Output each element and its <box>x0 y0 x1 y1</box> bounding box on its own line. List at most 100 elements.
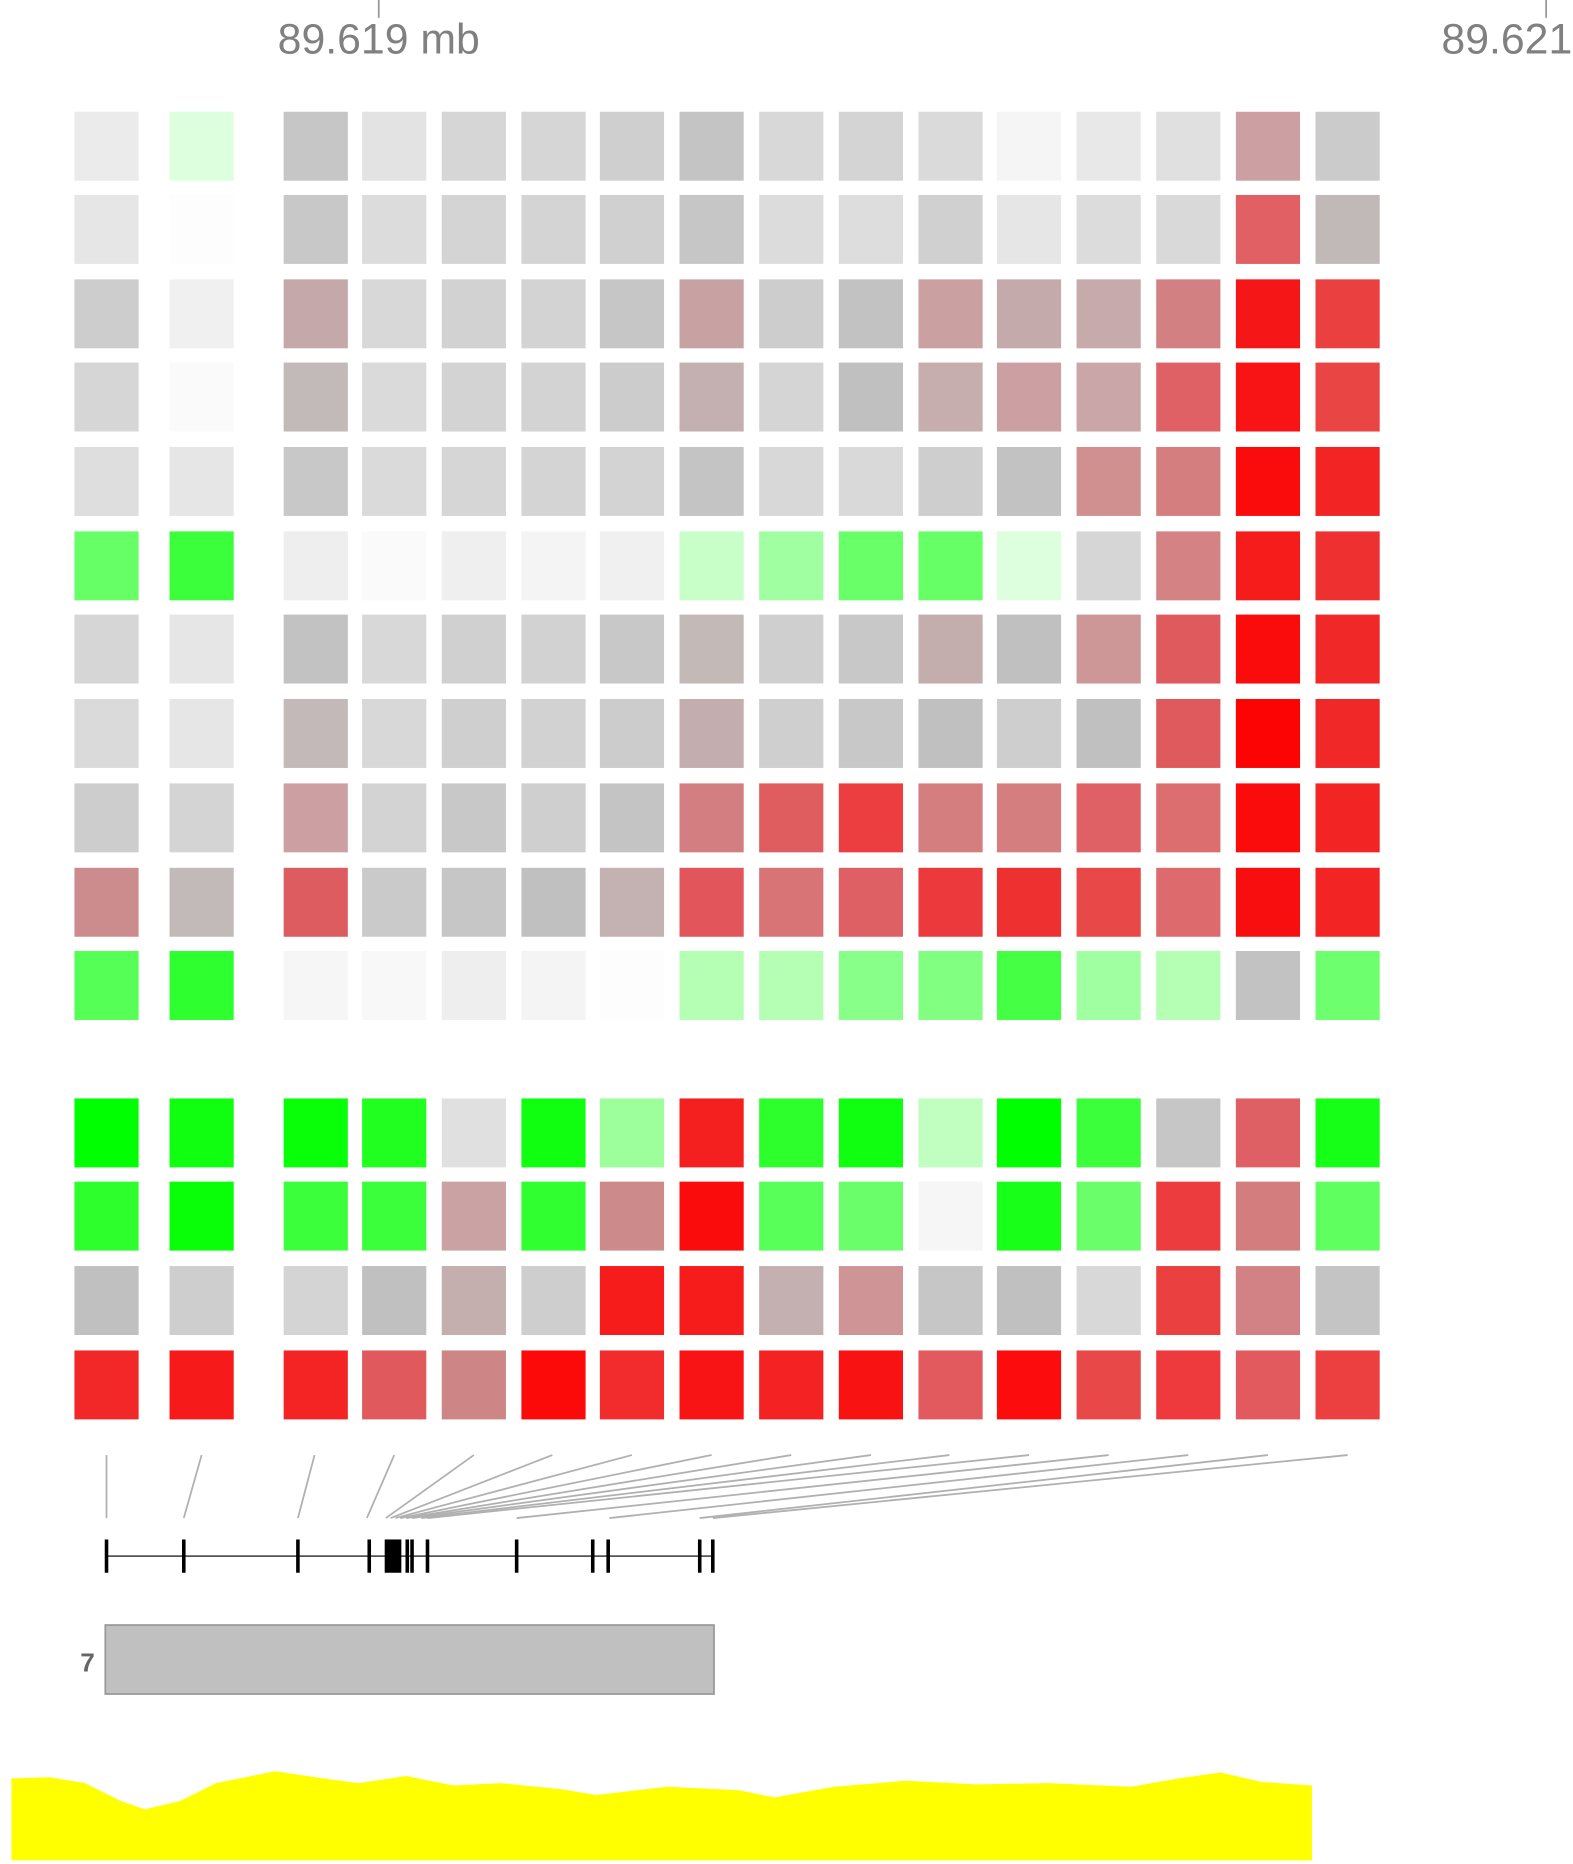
heat-cell <box>996 446 1062 516</box>
heat-cell <box>441 614 506 684</box>
heat-cell <box>1235 951 1301 1020</box>
heat-cell <box>599 1350 665 1420</box>
heat-cell <box>521 783 586 853</box>
heat-cell <box>1156 531 1221 601</box>
heat-cell <box>521 951 586 1020</box>
heat-cell <box>679 531 744 601</box>
heat-cell <box>283 531 348 601</box>
heat-cell <box>918 531 983 601</box>
heat-cell <box>759 867 824 937</box>
heat-cell <box>441 1266 506 1335</box>
heat-cell <box>1315 362 1380 432</box>
heat-cell <box>1156 783 1221 853</box>
heat-cell <box>838 1098 903 1168</box>
exon-link <box>609 1454 1189 1519</box>
heat-cell <box>918 783 983 853</box>
heat-cell <box>74 1266 139 1335</box>
heat-cell <box>918 111 983 181</box>
heat-cell <box>1156 279 1221 349</box>
heat-cell <box>1156 951 1221 1020</box>
exon-link <box>421 1454 950 1519</box>
exon-links <box>105 1454 1348 1519</box>
exon <box>590 1539 595 1573</box>
heat-cell <box>1235 1266 1301 1335</box>
heat-cell <box>441 194 506 264</box>
heat-cell <box>283 951 348 1020</box>
heat-cell <box>169 614 234 684</box>
heat-cell <box>599 446 665 516</box>
heat-cell <box>996 1266 1062 1335</box>
heat-cell <box>759 531 824 601</box>
exon <box>410 1539 414 1573</box>
heat-cell <box>918 614 983 684</box>
exon <box>384 1539 402 1573</box>
heat-cell <box>362 111 427 181</box>
heat-cell <box>679 194 744 264</box>
gene-model <box>104 1539 715 1573</box>
heat-cell <box>1156 1181 1221 1251</box>
heat-cell <box>1076 446 1141 516</box>
heat-cell <box>1315 531 1380 601</box>
heat-cell <box>759 446 824 516</box>
exon <box>606 1539 610 1573</box>
heat-cell <box>283 111 348 181</box>
heat-cell <box>169 1098 234 1168</box>
exon-link <box>427 1454 1030 1519</box>
heat-cell <box>362 1098 427 1168</box>
heat-cell <box>521 1266 586 1335</box>
heat-cell <box>283 614 348 684</box>
exon <box>104 1539 109 1573</box>
heat-cell <box>441 699 506 768</box>
heat-cell <box>521 194 586 264</box>
heat-cell <box>599 783 665 853</box>
heat-cell <box>283 446 348 516</box>
heat-cell <box>521 1098 586 1168</box>
heat-cell <box>996 1181 1062 1251</box>
heat-cell <box>679 783 744 853</box>
heat-cell <box>996 867 1062 937</box>
heat-cell <box>169 531 234 601</box>
heat-cell <box>74 1181 139 1251</box>
heat-cell <box>599 194 665 264</box>
heat-cell <box>996 699 1062 768</box>
heat-cell <box>521 362 586 432</box>
heat-cell <box>759 951 824 1020</box>
heat-cell <box>759 699 824 768</box>
heat-cell <box>441 446 506 516</box>
heat-cell <box>759 279 824 349</box>
heat-cell <box>1076 531 1141 601</box>
heat-cell <box>599 1181 665 1251</box>
heat-cell <box>759 362 824 432</box>
heat-cell <box>362 614 427 684</box>
heat-cell <box>1156 111 1221 181</box>
heat-cell <box>74 194 139 264</box>
heat-cell <box>283 194 348 264</box>
heat-cell <box>169 279 234 349</box>
heat-cell <box>441 867 506 937</box>
heat-cell <box>283 699 348 768</box>
exon-link <box>699 1454 1269 1519</box>
heat-cell <box>996 783 1062 853</box>
heat-cell <box>1235 362 1301 432</box>
heat-cell <box>1156 1350 1221 1420</box>
heat-cell <box>599 699 665 768</box>
heat-cell <box>918 1181 983 1251</box>
heat-cell <box>441 362 506 432</box>
heat-cell <box>521 614 586 684</box>
heat-cell <box>1315 783 1380 853</box>
heat-cell <box>441 783 506 853</box>
heat-cell <box>1315 867 1380 937</box>
heat-cell <box>838 194 903 264</box>
heat-cell <box>1076 951 1141 1020</box>
heat-cell <box>74 867 139 937</box>
heat-cell <box>838 1181 903 1251</box>
heat-cell <box>1315 446 1380 516</box>
heat-cell <box>759 1350 824 1420</box>
heat-cell <box>996 279 1062 349</box>
heat-cell <box>838 531 903 601</box>
heat-cell <box>1076 279 1141 349</box>
heat-cell <box>1235 614 1301 684</box>
heat-cell <box>1315 1098 1380 1168</box>
heat-cell <box>1156 1266 1221 1335</box>
